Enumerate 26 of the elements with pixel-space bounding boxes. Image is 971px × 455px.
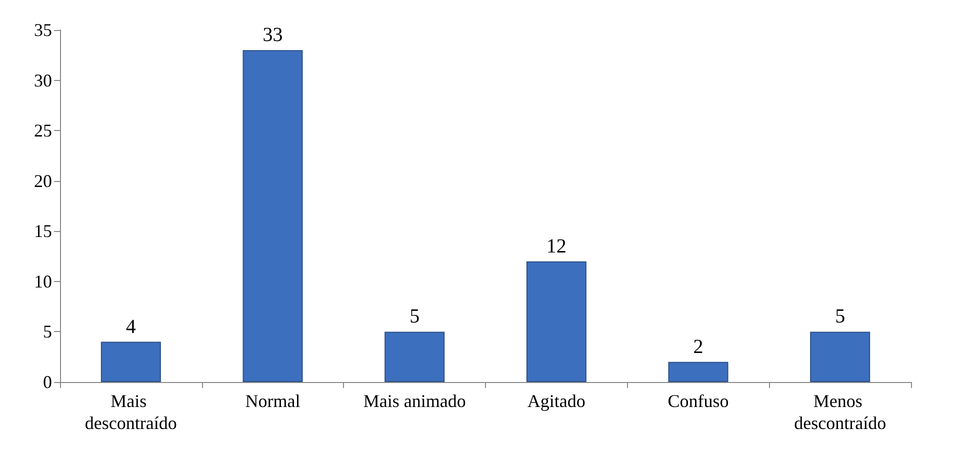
data-label: 5	[835, 306, 846, 328]
bar	[100, 342, 161, 382]
bar	[242, 50, 303, 382]
bar	[668, 362, 728, 382]
bar	[810, 332, 870, 382]
y-tick-label: 10	[34, 271, 52, 292]
bar	[526, 261, 586, 382]
data-label: 2	[693, 336, 704, 358]
data-label: 12	[546, 235, 566, 258]
y-tick-label: 25	[34, 120, 52, 141]
x-tick-label: Menos descontraído	[794, 391, 886, 433]
bar	[384, 332, 445, 382]
y-tick-label: 15	[34, 221, 52, 242]
y-tick-label: 20	[34, 170, 52, 191]
y-tick-label: 30	[34, 70, 52, 90]
x-tick-label: Mais animado	[363, 391, 466, 411]
y-tick-label: 5	[43, 322, 52, 342]
x-tick-label: Agitado	[527, 391, 586, 411]
data-label: 4	[126, 316, 136, 338]
data-label: 5	[410, 306, 420, 328]
y-tick-label: 0	[43, 372, 52, 392]
x-tick-label: Normal	[245, 391, 300, 411]
y-tick-label: 35	[34, 20, 52, 40]
data-label: 33	[262, 24, 283, 46]
x-tick-label: Mais descontraído	[84, 391, 177, 433]
x-tick-label: Confuso	[668, 391, 729, 411]
